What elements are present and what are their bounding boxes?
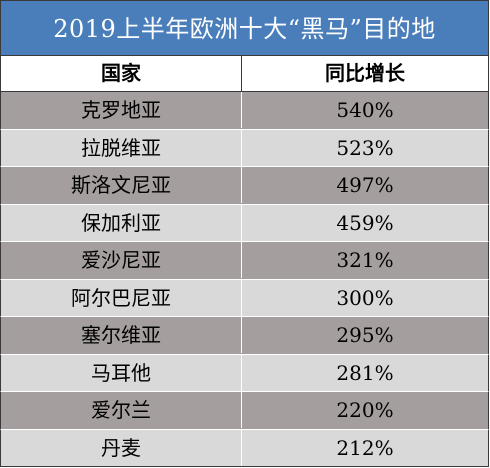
table-row: 保加利亚 459% <box>0 204 489 242</box>
table-row: 爱沙尼亚 321% <box>0 242 489 280</box>
growth-cell: 212% <box>336 435 394 460</box>
table-row: 斯洛文尼亚 497% <box>0 167 489 205</box>
country-cell: 塞尔维亚 <box>1 317 242 353</box>
table-row: 阿尔巴尼亚 300% <box>0 279 489 317</box>
column-header-growth: 同比增长 <box>325 61 405 85</box>
growth-cell: 459% <box>336 210 394 235</box>
country-cell: 爱尔兰 <box>1 392 242 428</box>
table-row: 塞尔维亚 295% <box>0 317 489 355</box>
column-header-country: 国家 <box>1 56 242 91</box>
table-row: 爱尔兰 220% <box>0 392 489 430</box>
table-row: 马耳他 281% <box>0 354 489 392</box>
country-cell: 爱沙尼亚 <box>1 242 242 278</box>
country-cell: 马耳他 <box>1 354 242 391</box>
table-row: 拉脱维亚 523% <box>0 129 489 167</box>
country-cell: 斯洛文尼亚 <box>1 167 242 203</box>
growth-cell: 497% <box>336 173 394 197</box>
country-cell: 拉脱维亚 <box>1 129 242 166</box>
country-cell: 克罗地亚 <box>1 92 242 128</box>
growth-cell: 281% <box>336 360 394 385</box>
growth-cell: 523% <box>336 135 394 160</box>
country-cell: 丹麦 <box>1 429 242 466</box>
table-row: 克罗地亚 540% <box>0 92 489 130</box>
table-title: 2019上半年欧洲十大“黑马”目的地 <box>0 0 489 56</box>
growth-cell: 300% <box>336 285 394 310</box>
growth-cell: 321% <box>336 248 394 272</box>
table-header: 国家 同比增长 <box>0 56 489 92</box>
country-cell: 保加利亚 <box>1 204 242 241</box>
country-cell: 阿尔巴尼亚 <box>1 279 242 316</box>
growth-cell: 540% <box>336 98 394 122</box>
table-body: 克罗地亚 540% 拉脱维亚 523% 斯洛文尼亚 497% 保加利亚 459%… <box>0 92 489 467</box>
growth-cell: 295% <box>336 323 394 347</box>
growth-cell: 220% <box>336 398 394 422</box>
table-row: 丹麦 212% <box>0 429 489 467</box>
